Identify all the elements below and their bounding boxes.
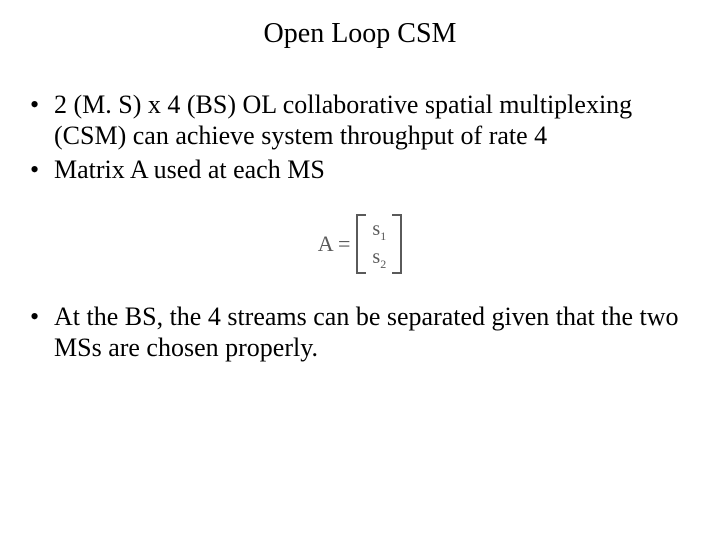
bullet-item: At the BS, the 4 streams can be separate…: [28, 302, 692, 363]
bullet-list: 2 (M. S) x 4 (BS) OL collaborative spati…: [0, 90, 720, 186]
slide-title: Open Loop CSM: [0, 0, 720, 90]
bullet-text: Matrix A used at each MS: [54, 155, 325, 184]
matrix-row: s2: [372, 247, 386, 270]
right-bracket-icon: [392, 214, 402, 274]
equation-block: A = s1 s2: [0, 214, 720, 274]
slide: Open Loop CSM 2 (M. S) x 4 (BS) OL colla…: [0, 0, 720, 540]
left-bracket-icon: [356, 214, 366, 274]
equation-lhs: A =: [318, 231, 351, 257]
matrix-entry-sub: 1: [380, 229, 386, 243]
matrix-equation: A = s1 s2: [318, 214, 402, 274]
bullet-item: Matrix A used at each MS: [28, 155, 692, 186]
matrix-column: s1 s2: [366, 216, 392, 272]
matrix-row: s1: [372, 219, 386, 242]
bullet-text: 2 (M. S) x 4 (BS) OL collaborative spati…: [54, 90, 632, 150]
matrix-entry-sub: 2: [380, 257, 386, 271]
bullet-text: At the BS, the 4 streams can be separate…: [54, 302, 679, 362]
bullet-item: 2 (M. S) x 4 (BS) OL collaborative spati…: [28, 90, 692, 151]
bullet-list: At the BS, the 4 streams can be separate…: [0, 302, 720, 363]
